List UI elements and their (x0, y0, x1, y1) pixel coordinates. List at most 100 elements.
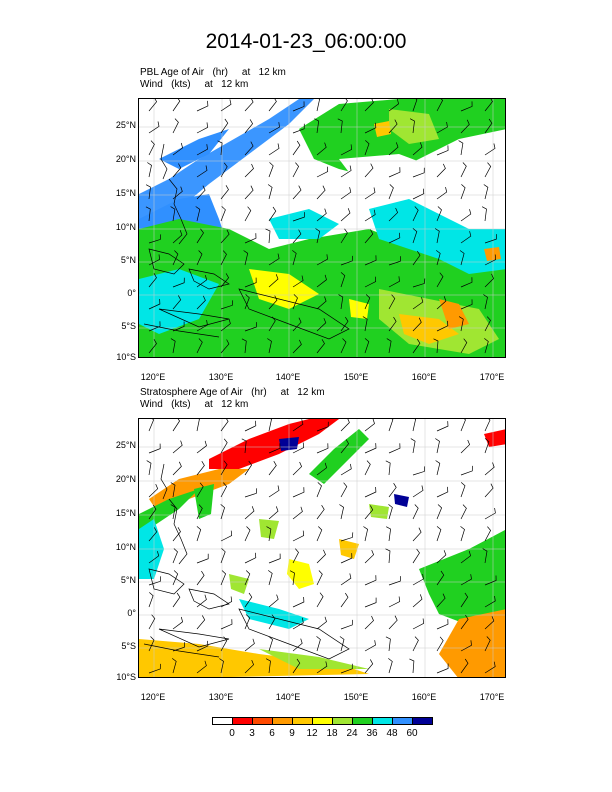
wind-barb (220, 318, 231, 332)
wind-barb (460, 162, 467, 178)
wind-barb (364, 640, 376, 652)
wind-barb (268, 614, 276, 630)
wind-barb (316, 254, 328, 266)
panel2-label-wind: Wind (kts) at 12 km (140, 399, 249, 410)
wind-barb (364, 276, 377, 288)
colorbar-swatch (412, 717, 433, 725)
wind-barb (196, 275, 208, 288)
wind-barb (292, 461, 303, 476)
wind-barb (460, 338, 468, 354)
wind-barb (364, 460, 371, 476)
wind-barb (364, 122, 377, 134)
wind-barb (292, 275, 304, 288)
lon-tick: 150°E (343, 692, 369, 702)
lat-tick: 10°S (116, 672, 136, 682)
wind-barb (244, 552, 257, 564)
wind-barb (316, 661, 328, 674)
lon-tick: 160°E (411, 692, 437, 702)
lon-tick: 170°E (479, 692, 505, 702)
wind-barb (220, 619, 233, 630)
colorbar-swatch (292, 717, 313, 725)
wind-barb (388, 419, 394, 432)
wind-barb (460, 550, 472, 564)
wind-barb (364, 255, 377, 266)
wind-barb (316, 636, 321, 652)
pbl-coastlines (143, 143, 350, 340)
wind-barb (171, 658, 177, 674)
wind-barb (388, 207, 399, 222)
wind-barb (364, 99, 374, 112)
wind-barb (244, 659, 255, 674)
wind-barb (316, 549, 326, 564)
colorbar (212, 717, 433, 725)
wind-barb (196, 250, 203, 266)
wind-barb (220, 504, 226, 520)
wind-barb (170, 504, 176, 520)
wind-barb (292, 442, 305, 454)
wind-barb (388, 576, 401, 586)
wind-barb (195, 206, 201, 222)
wind-barb (244, 206, 252, 222)
wind-barb (436, 619, 449, 630)
wind-barb (386, 526, 391, 542)
wind-barb (460, 277, 473, 288)
wind-barb (196, 419, 200, 432)
wind-barb (196, 482, 204, 498)
wind-barb (436, 486, 449, 498)
colorbar-swatch (312, 717, 333, 725)
wind-barb (244, 185, 254, 200)
wind-barb (388, 615, 398, 630)
wind-barb (196, 338, 203, 354)
lat-tick: 10°N (115, 542, 136, 552)
wind-barb (148, 504, 157, 520)
wind-barb (483, 184, 489, 200)
wind-barb (241, 438, 247, 454)
pbl-wind-barbs (145, 99, 497, 354)
wind-barb (220, 438, 228, 454)
wind-barb (364, 549, 375, 564)
wind-barb (340, 573, 352, 586)
strat-coastlines (143, 463, 350, 660)
wind-barb (460, 658, 469, 674)
wind-barb (484, 254, 497, 266)
wind-barb (340, 463, 352, 476)
wind-barb (268, 253, 280, 266)
wind-barb (220, 460, 228, 476)
wind-barb (244, 322, 257, 332)
wind-barb (364, 419, 375, 432)
wind-barb (484, 575, 497, 586)
wind-barb (292, 185, 302, 200)
wind-barb (340, 165, 352, 178)
wind-barb (267, 184, 273, 200)
wind-barb (385, 636, 391, 652)
wind-barb (244, 526, 251, 542)
wind-barb (196, 122, 208, 134)
lon-tick: 140°E (275, 692, 301, 702)
wind-barb (460, 419, 466, 432)
panel2-label-field: Stratosphere Age of Air (hr) at 12 km (140, 387, 325, 398)
wind-barb (436, 636, 444, 652)
wind-barb (196, 553, 209, 564)
wind-barb (148, 140, 155, 156)
wind-barb (340, 228, 348, 244)
wind-barb (265, 658, 271, 674)
wind-barb (220, 596, 233, 608)
figure-title: 2014-01-23_06:00:00 (205, 30, 407, 53)
wind-barb (436, 121, 448, 134)
wind-barb (268, 461, 277, 476)
wind-barb (196, 594, 207, 608)
wind-barb (316, 616, 327, 630)
wind-barb (412, 167, 425, 178)
wind-barb (266, 526, 272, 542)
wind-barb (364, 659, 374, 674)
wind-barb (436, 593, 446, 608)
wind-barb (148, 419, 155, 432)
wind-barb (340, 99, 348, 112)
wind-barb (316, 526, 323, 542)
colorbar-swatch (252, 717, 273, 725)
wind-barb (339, 504, 344, 520)
pbl-shading (139, 99, 505, 357)
wind-barb (172, 440, 183, 454)
wind-barb (244, 119, 254, 134)
wind-barb (484, 338, 489, 354)
